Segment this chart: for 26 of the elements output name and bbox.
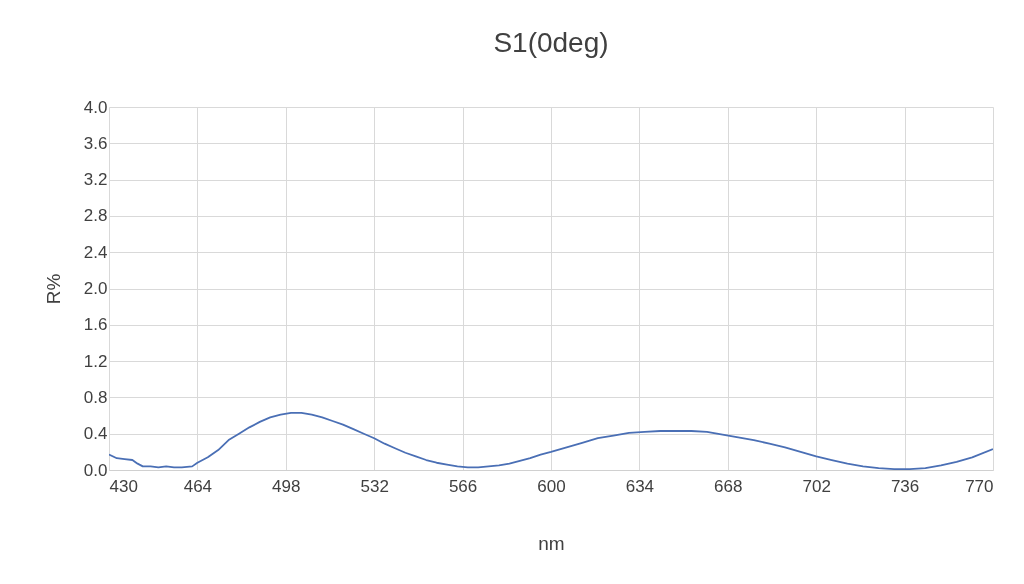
y-tick-label: 1.2 [83,351,108,371]
y-tick-label: 1.6 [83,315,108,335]
y-tick-label: 0.4 [83,424,108,444]
line-series [109,411,993,470]
x-tick-label: 702 [802,476,831,496]
y-tick-label: 3.2 [83,170,108,190]
y-tick-label: 2.4 [83,242,108,262]
x-tick-label: 430 [109,476,138,496]
y-tick-label: 3.6 [83,133,108,153]
x-tick-label: 498 [272,476,301,496]
y-axis-title: R% [42,273,64,305]
x-tick-label: 532 [360,476,389,496]
x-tick-label: 770 [965,476,994,496]
y-tick-label: 2.8 [83,206,108,226]
y-tick-label: 2.0 [83,279,108,298]
x-tick-label: 600 [537,476,566,496]
x-tick-label: 736 [890,476,920,496]
x-tick-label: 566 [448,476,478,496]
x-axis-title: nm [538,532,565,554]
y-tick-label: 0.0 [83,460,108,480]
chart-title: S1(0deg) [493,27,609,58]
y-tick-label: 0.8 [83,387,108,407]
x-tick-label: 464 [183,476,213,496]
y-tick-label: 4.0 [83,97,108,117]
x-tick-label: 634 [625,476,655,496]
x-tick-label: 668 [714,476,743,496]
